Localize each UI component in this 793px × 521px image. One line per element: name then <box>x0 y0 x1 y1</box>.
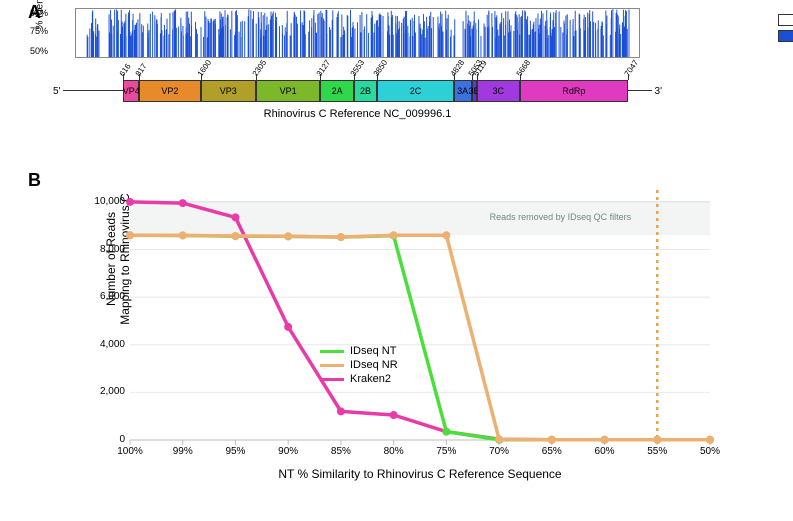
genome-row: 5' 3' VP4VP2VP3VP12A2B2C3A3B3CRdRp616817… <box>75 80 640 102</box>
gene-2c: 2C <box>377 80 454 102</box>
ytick-8000: 8,000 <box>85 244 125 255</box>
identity-svg <box>76 9 639 57</box>
plot-svg <box>130 190 710 440</box>
gene-vp3: VP3 <box>201 80 256 102</box>
legend-mutation: mutation <box>778 30 793 42</box>
coord-817: 817 <box>134 62 149 78</box>
xtick-99: 99% <box>168 446 198 457</box>
identity-track <box>75 8 640 58</box>
coord-3553: 3553 <box>348 58 366 78</box>
gene-3c: 3C <box>477 80 520 102</box>
xtick-55: 55% <box>642 446 672 457</box>
three-prime: 3' <box>655 86 662 97</box>
legend-kraken2: Kraken2 <box>320 373 398 385</box>
identity-ytick-50: 50% <box>18 46 48 56</box>
xtick-65: 65% <box>537 446 567 457</box>
coord-2305: 2305 <box>251 58 269 78</box>
plot-area <box>130 190 710 440</box>
xtick-50: 50% <box>695 446 725 457</box>
gene-rdrp: RdRp <box>520 80 628 102</box>
gene-vp4: VP4 <box>123 80 139 102</box>
ytick-6000: 6,000 <box>85 291 125 302</box>
panel-b-label: B <box>28 170 41 191</box>
qc-label: Reads removed by IDseq QC filters <box>490 212 632 222</box>
legend-match: match <box>778 14 793 26</box>
panel-b-legend: IDseq NT IDseq NR Kraken2 <box>320 345 398 387</box>
xtick-100: 100% <box>115 446 145 457</box>
ytick-2000: 2,000 <box>85 386 125 397</box>
xtick-70: 70% <box>484 446 514 457</box>
gene-2b: 2B <box>354 80 377 102</box>
coord-3850: 3850 <box>372 58 390 78</box>
xtick-90: 90% <box>273 446 303 457</box>
identity-ytick-75: 75% <box>18 26 48 36</box>
gene-vp2: VP2 <box>139 80 200 102</box>
panel-b-xlabel: NT % Similarity to Rhinovirus C Referenc… <box>130 467 710 481</box>
legend-idseq-nt: IDseq NT <box>320 345 398 357</box>
ytick-4000: 4,000 <box>85 339 125 350</box>
series-idseq-nt <box>130 235 710 440</box>
five-prime: 5' <box>53 86 60 97</box>
identity-ytick-95: 95% <box>18 8 48 18</box>
coord-616: 616 <box>118 62 133 78</box>
panel-a-legend: match mutation <box>778 14 793 46</box>
xtick-75: 75% <box>431 446 461 457</box>
panel-a: % Identity 95% 75% 50% match mutation 5'… <box>50 8 750 120</box>
panel-b-ylabel: Number of Reads Mapping to Rhinovirus C <box>104 189 132 329</box>
legend-idseq-nr: IDseq NR <box>320 359 398 371</box>
xtick-60: 60% <box>590 446 620 457</box>
panel-b: Number of Reads Mapping to Rhinovirus C … <box>70 185 750 495</box>
coord-7047: 7047 <box>623 58 641 78</box>
genome-track: VP4VP2VP3VP12A2B2C3A3B3CRdRp616817160023… <box>75 80 640 102</box>
ytick-10000: 10,000 <box>85 196 125 207</box>
coord-4828: 4828 <box>448 58 466 78</box>
xtick-80: 80% <box>379 446 409 457</box>
genome-caption: Rhinovirus C Reference NC_009996.1 <box>75 108 640 120</box>
xtick-85: 85% <box>326 446 356 457</box>
coord-5668: 5668 <box>514 58 532 78</box>
xtick-95: 95% <box>220 446 250 457</box>
gene-vp1: VP1 <box>256 80 321 102</box>
gene-2a: 2A <box>320 80 353 102</box>
coord-1600: 1600 <box>195 58 213 78</box>
ytick-0: 0 <box>85 434 125 445</box>
coord-3127: 3127 <box>315 58 333 78</box>
